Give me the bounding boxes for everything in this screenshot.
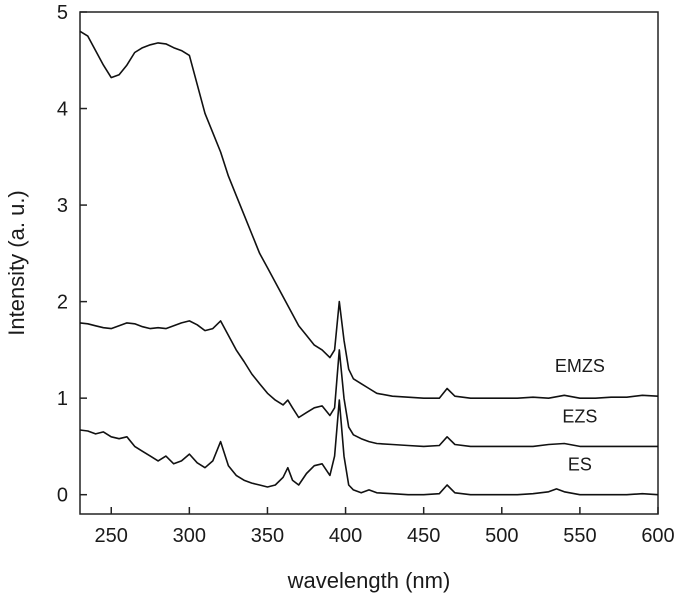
- series-lines: [79, 30, 659, 496]
- x-tick-label: 500: [485, 525, 518, 547]
- x-tick-label: 400: [329, 525, 362, 547]
- series-label-emzs: EMZS: [555, 356, 605, 376]
- x-tick-label: 550: [563, 525, 596, 547]
- series-label-es: ES: [568, 455, 592, 475]
- series-line-emzs: [79, 30, 659, 400]
- x-tick-label: 450: [407, 525, 440, 547]
- series-labels: EMZS EZS ES: [555, 356, 605, 474]
- x-axis-title: wavelength (nm): [287, 568, 451, 593]
- x-tick-label: 250: [95, 525, 128, 547]
- y-tick-label: 4: [57, 99, 68, 121]
- series-label-ezs: EZS: [562, 406, 597, 426]
- y-tick-label: 5: [57, 2, 68, 24]
- series-line-es: [79, 399, 659, 496]
- series-line-ezs: [79, 320, 658, 448]
- x-axis: 250 300 350 400 450 500 550 600: [95, 507, 675, 547]
- x-tick-label: 600: [641, 525, 674, 547]
- y-axis-title: Intensity (a. u.): [4, 190, 29, 336]
- y-tick-label: 1: [57, 388, 68, 410]
- x-tick-label: 350: [251, 525, 284, 547]
- y-tick-label: 3: [57, 195, 68, 217]
- y-tick-label: 2: [57, 292, 68, 314]
- y-axis: 0 1 2 3 4 5: [57, 2, 87, 507]
- y-tick-label: 0: [57, 485, 68, 507]
- plot-frame: [79, 11, 659, 515]
- x-tick-label: 300: [173, 525, 206, 547]
